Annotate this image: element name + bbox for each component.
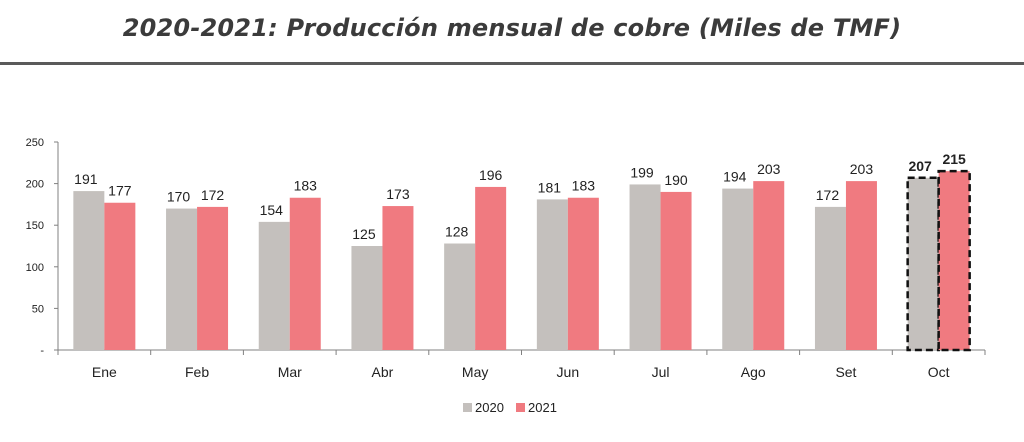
bar-2020-abr <box>351 246 383 350</box>
bar-2021-may <box>475 186 507 350</box>
bar-2021-jul <box>660 191 692 350</box>
bar-2020-ene <box>73 191 105 350</box>
y-tick-label: - <box>40 345 44 357</box>
bar-2021-abr <box>382 206 414 350</box>
data-label: 191 <box>74 171 98 187</box>
legend-swatch-2021 <box>516 403 525 412</box>
data-label: 125 <box>352 226 376 242</box>
x-tick-label: Jun <box>557 364 580 380</box>
data-label: 170 <box>167 189 191 205</box>
data-label: 173 <box>386 186 410 202</box>
bar-2020-jul <box>629 184 661 350</box>
y-tick-label: 150 <box>26 220 44 232</box>
bar-2021-feb <box>197 206 229 350</box>
bar-2020-jun <box>536 199 568 350</box>
bar-2021-set <box>845 181 877 350</box>
bar-2020-set <box>814 206 846 350</box>
x-tick-label: Ago <box>741 364 766 380</box>
data-label: 177 <box>108 183 132 199</box>
y-tick-label: 50 <box>32 303 44 315</box>
data-label: 128 <box>445 224 469 240</box>
bar-2020-oct <box>906 176 940 352</box>
data-label: 207 <box>908 158 932 174</box>
data-label: 183 <box>572 178 596 194</box>
bar-2021-mar <box>289 197 321 350</box>
x-tick-label: Oct <box>928 364 950 380</box>
data-label: 183 <box>294 178 318 194</box>
data-label: 172 <box>201 187 225 203</box>
data-label: 196 <box>479 167 503 183</box>
data-label: 154 <box>260 202 284 218</box>
data-label: 199 <box>630 164 654 180</box>
bar-2021-ene <box>104 202 136 350</box>
x-tick-label: Jul <box>652 364 670 380</box>
data-label: 203 <box>757 161 781 177</box>
y-tick-label: 100 <box>26 262 44 274</box>
bar-2020-feb <box>166 208 198 350</box>
x-tick-label: Set <box>835 364 856 380</box>
bar-2020-ago <box>722 188 754 350</box>
x-tick-label: Mar <box>278 364 302 380</box>
data-label: 172 <box>816 187 840 203</box>
data-label: 181 <box>538 179 562 195</box>
x-tick-label: Abr <box>372 364 394 380</box>
bar-2020-may <box>444 243 476 350</box>
bar-2020-mar <box>258 221 290 350</box>
legend-label-2021: 2021 <box>528 400 557 415</box>
y-tick-label: 200 <box>26 179 44 191</box>
x-tick-label: Ene <box>92 364 117 380</box>
title-divider <box>0 62 1024 65</box>
bar-2021-ago <box>753 181 785 350</box>
data-label: 190 <box>664 172 688 188</box>
data-label: 194 <box>723 169 747 185</box>
page-title: 2020-2021: Producción mensual de cobre (… <box>122 14 902 42</box>
data-label: 203 <box>850 161 874 177</box>
bar-2021-oct <box>937 169 971 352</box>
y-tick-label: 250 <box>26 137 44 149</box>
data-label: 215 <box>942 151 966 167</box>
x-tick-label: May <box>462 364 488 380</box>
legend-label-2020: 2020 <box>475 400 504 415</box>
x-tick-label: Feb <box>185 364 209 380</box>
bar-2021-jun <box>567 197 599 350</box>
legend-swatch-2020 <box>463 403 472 412</box>
